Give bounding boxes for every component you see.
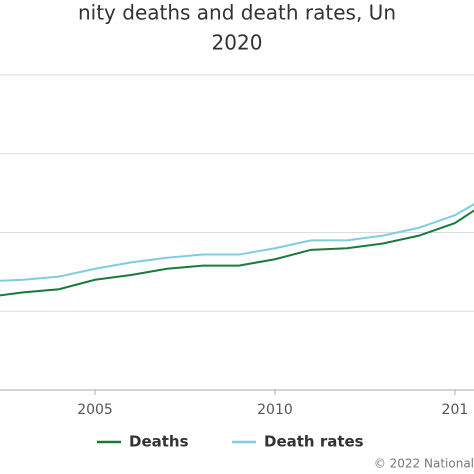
chart-title: 2020 [212, 31, 263, 55]
source: © 2022 National [374, 457, 474, 471]
x-tick-label: 2005 [77, 402, 113, 418]
x-tick-label: 2010 [257, 402, 293, 418]
legend-label: Deaths [129, 433, 189, 451]
line [0, 209, 474, 297]
line [0, 203, 474, 282]
chart-title: nity deaths and death rates, Un [78, 1, 396, 25]
plot-area [0, 203, 474, 297]
legend-label: Death rates [264, 433, 364, 451]
x-tick-label: 201 [442, 402, 469, 418]
